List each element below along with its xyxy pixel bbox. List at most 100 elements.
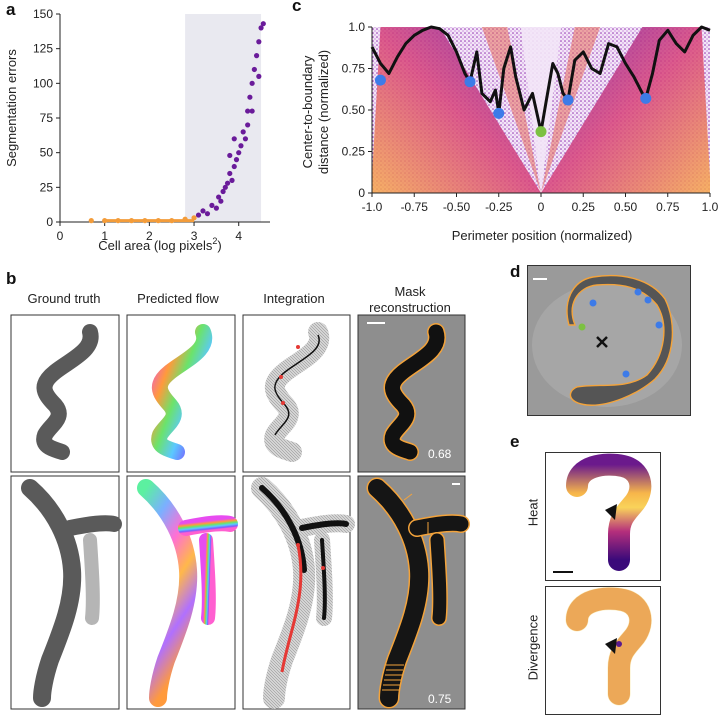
- gt-cells-2: [21, 479, 122, 707]
- integration-cells-2: [251, 477, 355, 709]
- x-tick-label: -1.0: [362, 200, 383, 214]
- divergence-sink: [616, 641, 622, 647]
- chart-c: 0 0.25 0.50 0.75 1.0 -1.0 -0.75 -0.50 -0.25 0 0.25…: [300, 20, 719, 243]
- density-fan-right: [541, 27, 710, 193]
- col-title-ground-truth: Ground truth: [27, 291, 101, 306]
- scatter-point: [245, 122, 251, 128]
- y-tick-label: 0.50: [342, 103, 366, 117]
- col-title-predicted-flow: Predicted flow: [137, 291, 219, 306]
- d-marker-blue-1: [589, 299, 597, 307]
- scatter-point: [88, 218, 94, 224]
- density-inner-right: [541, 27, 601, 193]
- scatter-point: [253, 53, 260, 59]
- flow-cells-2: [137, 479, 238, 707]
- divergence-edge: [565, 587, 652, 706]
- scatter-point: [102, 218, 108, 224]
- scatter-point: [218, 198, 224, 204]
- score-row-2: 0.75: [428, 692, 452, 706]
- x-tick-label: 4: [235, 229, 242, 243]
- d-marker-green: [578, 323, 586, 331]
- chart-a: 0 25 50 75 100 125 150 0 1 2 3 4 Segmentation error…: [4, 7, 270, 253]
- divergence-cell: [566, 587, 652, 705]
- x-tick-label: -0.25: [485, 200, 513, 214]
- marker-green: [535, 126, 547, 138]
- scatter-point: [115, 218, 121, 224]
- x-tick-label: 0.50: [614, 200, 638, 214]
- flow-cell-1: [151, 324, 213, 460]
- scatter-point: [191, 215, 197, 221]
- heat-cell: [566, 453, 652, 571]
- panel-label-d: d: [510, 262, 521, 281]
- mask-cells-2: [366, 477, 470, 709]
- integration-center-3: [281, 401, 285, 405]
- x-tick-label: 1: [101, 229, 108, 243]
- marker-blue: [493, 107, 505, 119]
- y-tick-label: 0.25: [342, 145, 366, 159]
- divergence-arrow-icon: [605, 638, 617, 654]
- x-tick-label: 3: [191, 229, 198, 243]
- scatter-point: [224, 180, 231, 186]
- scatter-point: [182, 216, 188, 222]
- x-tick-label: 1.0: [702, 200, 719, 214]
- y-tick-label: 75: [40, 111, 54, 125]
- x-tick-label: -0.50: [443, 200, 471, 214]
- scatter-point: [155, 218, 161, 224]
- chart-a-xlabel: Cell area (log pixels2): [98, 236, 222, 253]
- row-label-divergence: Divergence: [525, 614, 541, 681]
- y-tick-label: 100: [33, 76, 53, 90]
- scatter-point: [204, 211, 211, 217]
- col-title-integration: Integration: [263, 291, 325, 306]
- scatter-point: [142, 218, 148, 224]
- scatter-point: [227, 152, 233, 159]
- center-cross-icon: [596, 336, 608, 348]
- d-marker-blue-2: [634, 288, 642, 296]
- panel-label-b: b: [6, 269, 17, 288]
- scatter-point: [258, 25, 264, 31]
- scatter-point: [231, 136, 237, 142]
- scatter-point: [227, 170, 233, 177]
- scatter-point: [229, 177, 235, 183]
- row-label-heat: Heat: [525, 498, 541, 527]
- panel-label-a: a: [6, 0, 16, 19]
- scatter-point: [242, 136, 249, 142]
- d-marker-blue-3: [644, 296, 652, 304]
- marker-blue: [562, 94, 574, 106]
- heat-arrow-icon: [605, 504, 617, 520]
- scatter-point: [256, 39, 262, 45]
- scatter-point: [251, 66, 257, 73]
- panel-label-c: c: [292, 0, 302, 15]
- integration-center-1: [296, 345, 300, 349]
- marker-blue: [464, 76, 476, 88]
- x-tick-label: 0: [538, 200, 545, 214]
- integration-track-1: [274, 334, 320, 436]
- d-marker-blue-4: [655, 321, 663, 329]
- scatter-point: [200, 208, 206, 214]
- gt-cell-1: [36, 324, 99, 460]
- scatter-point: [245, 108, 251, 114]
- panel-label-e: e: [510, 432, 520, 451]
- scatter-point: [209, 202, 215, 208]
- scatter-point: [247, 94, 253, 100]
- scatter-point: [222, 184, 228, 190]
- chart-c-xlabel: Perimeter position (normalized): [452, 228, 633, 243]
- x-tick-label: 2: [146, 229, 153, 243]
- y-tick-label: 0: [358, 186, 365, 200]
- integration-center-2: [279, 375, 283, 379]
- panel-b-images: [10, 314, 470, 710]
- scatter-point: [128, 218, 135, 224]
- x-tick-label: 0: [57, 229, 64, 243]
- scatter-point: [256, 73, 262, 79]
- panel-e-images: [545, 452, 661, 715]
- mask-cell-1-fill: [384, 324, 445, 460]
- col-title-mask-reconstruction: Mask reconstruction: [369, 284, 451, 315]
- scatter-point: [260, 21, 266, 27]
- scatter-point: [231, 163, 237, 170]
- marker-blue: [640, 92, 652, 104]
- y-tick-label: 0.75: [342, 62, 366, 76]
- score-row-1: 0.68: [428, 447, 452, 461]
- scatter-point: [233, 157, 240, 163]
- y-tick-label: 125: [33, 42, 53, 56]
- y-tick-label: 0: [46, 215, 53, 229]
- scatter-point: [169, 218, 175, 224]
- scatter-point: [213, 205, 219, 211]
